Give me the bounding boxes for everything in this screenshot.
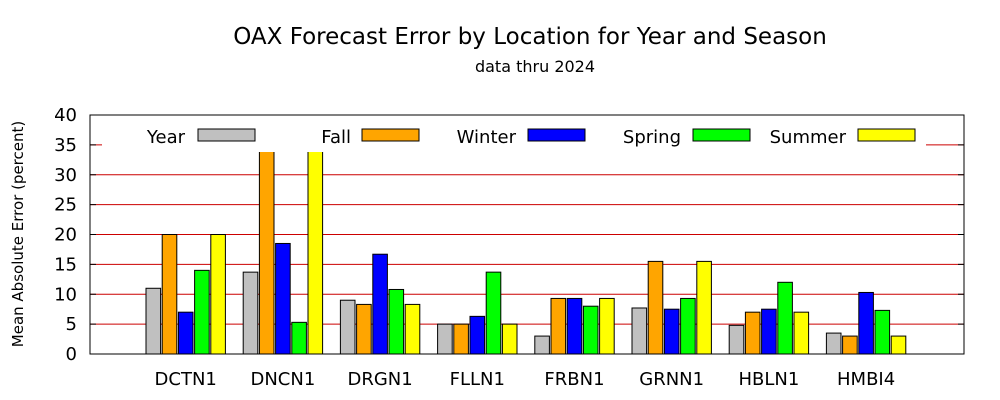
legend-swatch-summer bbox=[857, 128, 916, 142]
bar-drgn1-winter bbox=[372, 253, 388, 355]
x-tick-label: HBLN1 bbox=[738, 369, 799, 390]
bar-dncn1-spring bbox=[291, 321, 307, 355]
bar-grnn1-year bbox=[631, 307, 648, 355]
bar-drgn1-year bbox=[339, 299, 356, 355]
bar-grnn1-fall bbox=[647, 260, 664, 355]
legend-label-spring: Spring bbox=[623, 127, 681, 148]
bar-hbln1-winter bbox=[761, 308, 777, 355]
x-tick-label: DRGN1 bbox=[347, 369, 412, 390]
x-tick-label: GRNN1 bbox=[639, 369, 704, 390]
bar-hmbi4-spring bbox=[874, 309, 891, 355]
bar-hbln1-year bbox=[728, 324, 745, 355]
legend-swatch-spring bbox=[692, 128, 751, 142]
y-tick-label: 5 bbox=[66, 314, 77, 335]
x-tick-labels: DCTN1 DNCN1 DRGN1 FLLN1 FRBN1 GRNN1 HBLN1 HMBI4 bbox=[155, 369, 896, 390]
bar-dncn1-year bbox=[242, 271, 259, 355]
chart-subtitle: data thru 2024 bbox=[475, 57, 595, 76]
bar-frbn1-summer bbox=[599, 297, 615, 355]
bars bbox=[145, 145, 907, 355]
chart-title: OAX Forecast Error by Location for Year … bbox=[233, 24, 827, 50]
y-tick-label: 25 bbox=[54, 195, 77, 216]
bar-dctn1-spring bbox=[194, 269, 210, 355]
bar-grnn1-summer bbox=[696, 260, 712, 355]
bar-hbln1-fall bbox=[744, 311, 761, 355]
legend-label-winter: Winter bbox=[457, 127, 517, 148]
bar-hmbi4-winter bbox=[858, 291, 874, 355]
y-ticks: 0 5 10 15 20 25 30 35 40 bbox=[54, 105, 964, 365]
bar-hbln1-summer bbox=[793, 311, 810, 355]
bar-flln1-year bbox=[437, 323, 453, 355]
y-tick-label: 0 bbox=[66, 344, 77, 365]
plot-frame bbox=[89, 114, 965, 355]
bar-frbn1-winter bbox=[566, 297, 583, 355]
bar-dncn1-winter bbox=[275, 242, 291, 355]
bar-hbln1-spring bbox=[777, 281, 793, 355]
bar-dctn1-summer bbox=[210, 234, 226, 355]
x-tick-label: FLLN1 bbox=[450, 369, 505, 390]
bar-flln1-winter bbox=[469, 315, 486, 355]
bar-hmbi4-year bbox=[825, 332, 842, 355]
bar-hmbi4-fall bbox=[842, 335, 858, 355]
bar-flln1-spring bbox=[485, 271, 502, 355]
bar-frbn1-fall bbox=[550, 297, 567, 355]
legend-swatch-fall bbox=[361, 128, 420, 142]
bar-grnn1-spring bbox=[680, 297, 696, 355]
bar-drgn1-fall bbox=[356, 303, 372, 355]
bar-dncn1-summer bbox=[307, 145, 324, 355]
y-tick-label: 15 bbox=[54, 254, 77, 275]
legend-swatch-winter bbox=[527, 128, 586, 142]
y-axis-label: Mean Absolute Error (percent) bbox=[9, 121, 27, 347]
y-tick-label: 30 bbox=[54, 165, 77, 186]
bar-dctn1-fall bbox=[161, 234, 178, 355]
bar-drgn1-spring bbox=[388, 288, 405, 355]
x-tick-label: FRBN1 bbox=[544, 369, 604, 390]
legend-swatch-year bbox=[197, 128, 256, 142]
bar-drgn1-summer bbox=[404, 303, 421, 355]
x-tick-label: DNCN1 bbox=[250, 369, 315, 390]
bar-dctn1-winter bbox=[177, 311, 194, 355]
legend-label-year: Year bbox=[146, 127, 186, 148]
y-tick-label: 35 bbox=[54, 135, 77, 156]
bar-flln1-fall bbox=[453, 323, 469, 355]
legend: Year Fall Winter Spring Summer bbox=[102, 122, 926, 152]
x-tick-label: DCTN1 bbox=[155, 369, 217, 390]
bar-dncn1-fall bbox=[258, 145, 275, 355]
bar-frbn1-year bbox=[534, 335, 550, 355]
y-tick-label: 10 bbox=[54, 284, 77, 305]
legend-label-fall: Fall bbox=[321, 127, 351, 148]
bar-grnn1-winter bbox=[663, 308, 680, 355]
x-tick-label: HMBI4 bbox=[837, 369, 895, 390]
bar-frbn1-spring bbox=[582, 305, 599, 355]
bar-flln1-summer bbox=[501, 323, 518, 355]
legend-label-summer: Summer bbox=[770, 127, 847, 148]
y-tick-label: 20 bbox=[54, 225, 77, 246]
bar-hmbi4-summer bbox=[890, 335, 907, 355]
y-tick-label: 40 bbox=[54, 105, 77, 126]
bar-dctn1-year bbox=[145, 287, 162, 355]
